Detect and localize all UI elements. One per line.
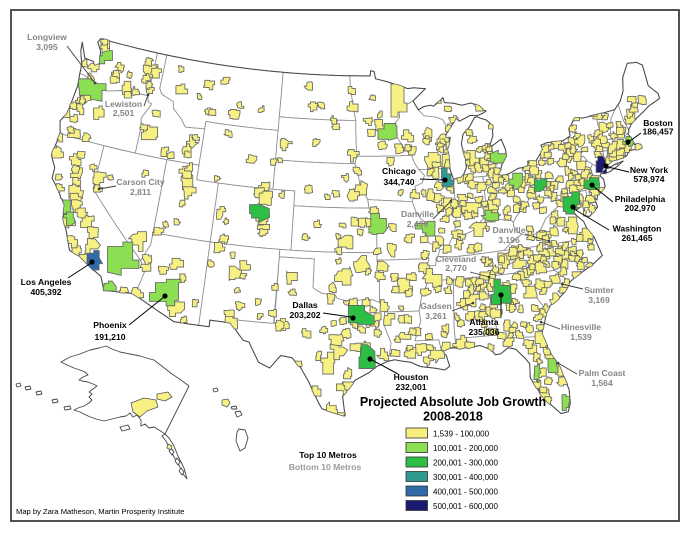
svg-text:Top 10 Metros: Top 10 Metros	[299, 450, 357, 460]
svg-text:578,974: 578,974	[633, 174, 664, 184]
svg-text:Houston: Houston	[394, 372, 429, 382]
svg-text:Hinesville: Hinesville	[561, 322, 601, 332]
svg-text:3,196: 3,196	[498, 235, 520, 245]
svg-text:232,001: 232,001	[395, 382, 426, 392]
svg-text:Danville: Danville	[401, 209, 434, 219]
svg-text:3,169: 3,169	[588, 295, 610, 305]
svg-text:191,210: 191,210	[94, 332, 125, 342]
svg-text:Sumter: Sumter	[584, 285, 614, 295]
svg-text:Bottom 10 Metros: Bottom 10 Metros	[289, 462, 362, 472]
svg-text:Phoenix: Phoenix	[93, 320, 127, 330]
svg-text:Longview: Longview	[27, 32, 67, 42]
svg-text:Lewiston: Lewiston	[105, 99, 142, 109]
svg-text:186,457: 186,457	[642, 127, 673, 137]
svg-text:203,202: 203,202	[289, 310, 320, 320]
svg-text:100,001 - 200,000: 100,001 - 200,000	[433, 444, 498, 453]
svg-text:Boston: Boston	[643, 118, 673, 128]
svg-text:Map by Zara Matheson, Martin P: Map by Zara Matheson, Martin Prosperity …	[16, 507, 184, 516]
svg-text:Chicago: Chicago	[382, 166, 416, 176]
svg-text:Washington: Washington	[613, 224, 662, 234]
svg-text:Carson City: Carson City	[116, 177, 164, 187]
svg-text:405,392: 405,392	[30, 287, 61, 297]
svg-text:200,001 - 300,000: 200,001 - 300,000	[433, 459, 498, 468]
svg-text:1,539 - 100,000: 1,539 - 100,000	[433, 430, 490, 439]
svg-text:500,001 - 600,000: 500,001 - 600,000	[433, 502, 498, 511]
svg-text:Cleveland: Cleveland	[436, 254, 477, 264]
svg-text:Projected Absolute Job Growth: Projected Absolute Job Growth	[360, 395, 546, 409]
svg-text:202,970: 202,970	[624, 203, 655, 213]
svg-text:Dallas: Dallas	[292, 300, 318, 310]
svg-text:2,811: 2,811	[130, 187, 151, 197]
svg-text:1,539: 1,539	[570, 332, 592, 342]
svg-text:344,740: 344,740	[383, 177, 414, 187]
svg-text:New York: New York	[630, 165, 669, 175]
svg-text:261,465: 261,465	[621, 233, 652, 243]
svg-text:300,001 - 400,000: 300,001 - 400,000	[433, 473, 498, 482]
svg-text:3,261: 3,261	[425, 311, 447, 321]
svg-text:235,036: 235,036	[468, 327, 499, 337]
svg-text:1,564: 1,564	[591, 378, 613, 388]
svg-text:Philadelphia: Philadelphia	[615, 194, 666, 204]
svg-text:2,439: 2,439	[407, 219, 429, 229]
svg-text:2,501: 2,501	[113, 108, 135, 118]
svg-text:400,001 - 500,000: 400,001 - 500,000	[433, 488, 498, 497]
svg-text:2008-2018: 2008-2018	[423, 410, 483, 424]
svg-text:Atlanta: Atlanta	[469, 317, 498, 327]
svg-text:Gadsen: Gadsen	[420, 301, 452, 311]
svg-text:2,770: 2,770	[445, 263, 467, 273]
svg-text:Danville: Danville	[493, 225, 526, 235]
svg-text:3,095: 3,095	[36, 42, 58, 52]
svg-text:Palm Coast: Palm Coast	[579, 368, 626, 378]
svg-text:Los Angeles: Los Angeles	[21, 277, 72, 287]
